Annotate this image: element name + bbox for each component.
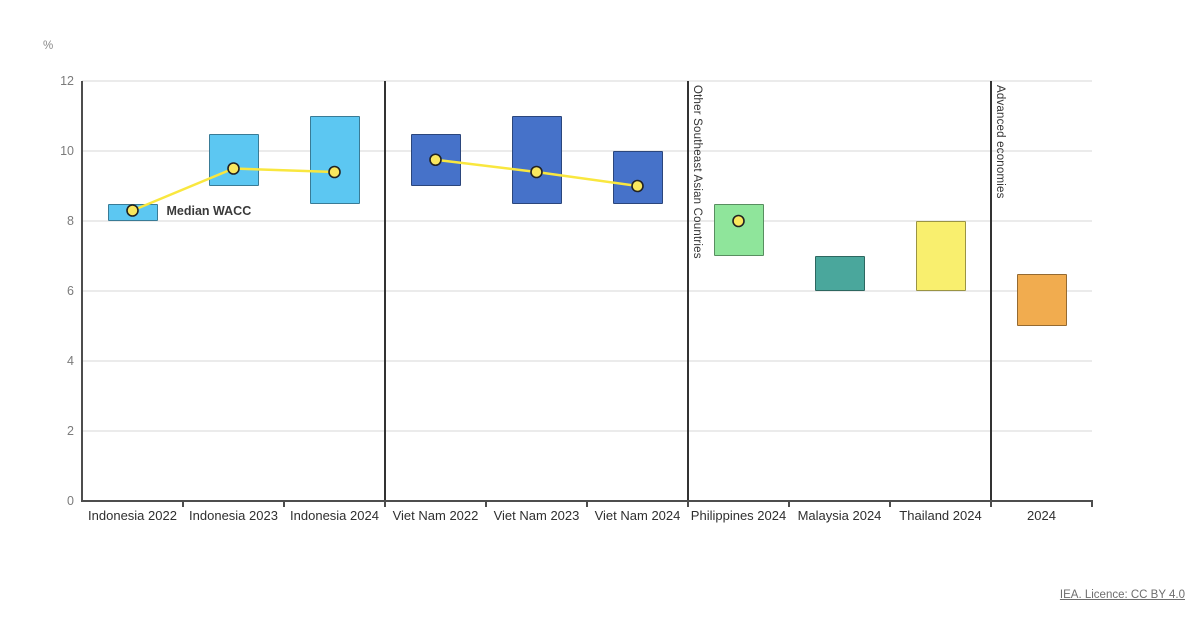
median-dot-viet-nam-2022[interactable] (429, 153, 442, 167)
bar-thailand-2024[interactable] (915, 221, 966, 291)
x-axis-tick-1 (182, 501, 184, 507)
group-label-advanced-economies: Advanced economies (994, 85, 1006, 199)
y-tick-label-4: 4 (67, 354, 74, 368)
x-label-malaysia-2024: Malaysia 2024 (797, 508, 882, 523)
x-axis-tick-2 (283, 501, 285, 507)
x-label-thailand-2024: Thailand 2024 (899, 508, 982, 523)
y-tick-label-12: 12 (60, 74, 74, 88)
x-label-indonesia-2023: Indonesia 2023 (189, 508, 278, 523)
y-tick-label-10: 10 (60, 144, 74, 158)
gridline-4 (82, 360, 1092, 362)
y-tick-label-2: 2 (67, 424, 74, 438)
x-axis-tick-9 (990, 501, 992, 507)
x-axis-tick-8 (889, 501, 891, 507)
gridline-2 (82, 430, 1092, 432)
y-axis-unit-label: % (43, 40, 54, 52)
x-label-indonesia-2024: Indonesia 2024 (290, 508, 379, 523)
x-label-viet-nam-2023: Viet Nam 2023 (493, 508, 580, 523)
y-tick-label-8: 8 (67, 214, 74, 228)
x-axis-tick-6 (687, 501, 689, 507)
gridline-12 (82, 80, 1092, 82)
bar-2024[interactable] (1016, 273, 1067, 326)
gridline-8 (82, 220, 1092, 222)
bar-viet-nam-2024[interactable] (612, 151, 663, 204)
gridline-10 (82, 150, 1092, 152)
median-dot-indonesia-2023[interactable] (227, 162, 240, 175)
x-label-philippines-2024: Philippines 2024 (690, 508, 787, 523)
x-axis-tick-3 (384, 501, 386, 507)
median-dot-viet-nam-2024[interactable] (631, 179, 644, 193)
median-dot-viet-nam-2023[interactable] (530, 165, 543, 179)
bar-malaysia-2024[interactable] (814, 256, 865, 291)
median-overlay (126, 153, 745, 228)
median-dot-indonesia-2024[interactable] (328, 165, 341, 179)
x-axis-tick-10 (1091, 501, 1093, 507)
bar-indonesia-2023[interactable] (208, 133, 259, 186)
median-dot-indonesia-2022[interactable] (126, 204, 139, 217)
x-label-viet-nam-2024: Viet Nam 2024 (594, 508, 681, 523)
x-label-indonesia-2022: Indonesia 2022 (88, 508, 177, 523)
median-dot-philippines-2024[interactable] (732, 214, 745, 228)
group-separator-0 (384, 81, 386, 507)
bar-indonesia-2024[interactable] (309, 116, 360, 204)
group-separator-2 (990, 81, 992, 507)
x-axis-tick-4 (485, 501, 487, 507)
group-label-other-southeast-asian-countries: Other Southeast Asian Countries (691, 85, 703, 259)
group-separator-1 (687, 81, 689, 507)
y-tick-label-6: 6 (67, 284, 74, 298)
iea-license-link[interactable]: IEA. Licence: CC BY 4.0 (1059, 589, 1185, 601)
bar-viet-nam-2023[interactable] (511, 116, 562, 204)
gridline-6 (82, 290, 1092, 292)
bar-philippines-2024[interactable] (713, 203, 764, 256)
x-axis-tick-7 (788, 501, 790, 507)
y-tick-label-0: 0 (67, 494, 74, 508)
median-wacc-label: Median WACC (166, 203, 252, 218)
y-axis-line (81, 81, 83, 501)
x-label-2024: 2024 (1027, 508, 1056, 523)
x-label-viet-nam-2022: Viet Nam 2022 (392, 508, 479, 523)
x-axis-tick-5 (586, 501, 588, 507)
